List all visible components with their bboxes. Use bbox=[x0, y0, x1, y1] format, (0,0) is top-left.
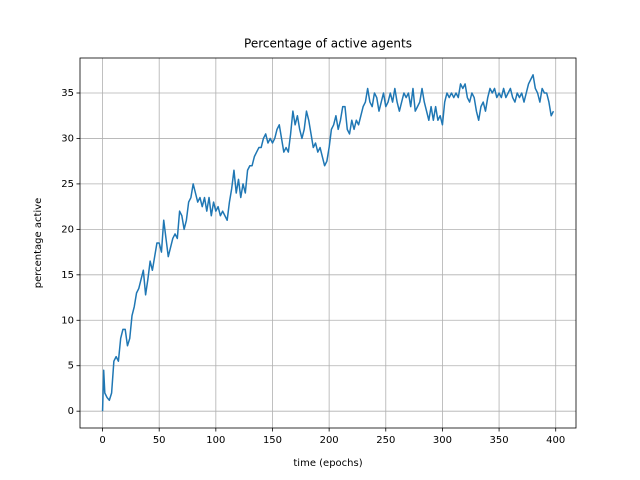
y-tick-label: 25 bbox=[61, 179, 74, 190]
x-tick-label: 350 bbox=[490, 435, 509, 446]
chart-title: Percentage of active agents bbox=[244, 37, 412, 51]
y-tick-label: 10 bbox=[61, 315, 74, 326]
x-axis-label: time (epochs) bbox=[293, 458, 362, 469]
x-tick-label: 300 bbox=[433, 435, 452, 446]
x-tick-label: 50 bbox=[153, 435, 166, 446]
y-tick-label: 20 bbox=[61, 224, 74, 235]
x-tick-label: 150 bbox=[263, 435, 282, 446]
x-tick-label: 200 bbox=[320, 435, 339, 446]
axes-frame bbox=[79, 57, 577, 429]
x-tick-label: 250 bbox=[376, 435, 395, 446]
y-tick-label: 0 bbox=[68, 406, 74, 417]
y-axis-label: percentage active bbox=[33, 198, 44, 289]
x-tick-label: 0 bbox=[99, 435, 105, 446]
y-tick-label: 35 bbox=[61, 88, 74, 99]
y-tick-label: 15 bbox=[61, 270, 74, 281]
y-tick-label: 5 bbox=[68, 361, 74, 372]
y-tick-label: 30 bbox=[61, 133, 74, 144]
x-tick-label: 100 bbox=[206, 435, 225, 446]
data-line bbox=[101, 74, 555, 412]
x-tick-label: 400 bbox=[546, 435, 565, 446]
